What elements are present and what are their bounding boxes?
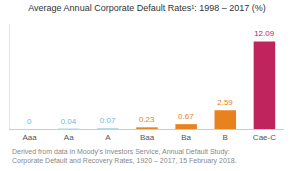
svg-text:0.23: 0.23 [139, 115, 155, 124]
svg-text:0.67: 0.67 [178, 112, 194, 121]
svg-text:12.09: 12.09 [254, 29, 275, 38]
svg-text:0: 0 [27, 117, 32, 126]
svg-text:Average Annual Corporate Defau: Average Annual Corporate Default Rates¹:… [28, 3, 265, 13]
svg-text:A: A [105, 133, 111, 142]
svg-text:Aa: Aa [64, 133, 74, 142]
svg-text:Aaa: Aaa [22, 133, 37, 142]
svg-text:0.04: 0.04 [61, 117, 77, 126]
svg-text:Derived from data in Moody’s I: Derived from data in Moody’s Investors S… [12, 148, 237, 165]
svg-text:Ba: Ba [181, 133, 191, 142]
svg-text:B: B [223, 133, 228, 142]
svg-text:Baa: Baa [140, 133, 155, 142]
svg-text:Cae-C: Cae-C [253, 133, 276, 142]
svg-text:2.59: 2.59 [217, 98, 233, 107]
svg-text:0.07: 0.07 [100, 116, 116, 125]
